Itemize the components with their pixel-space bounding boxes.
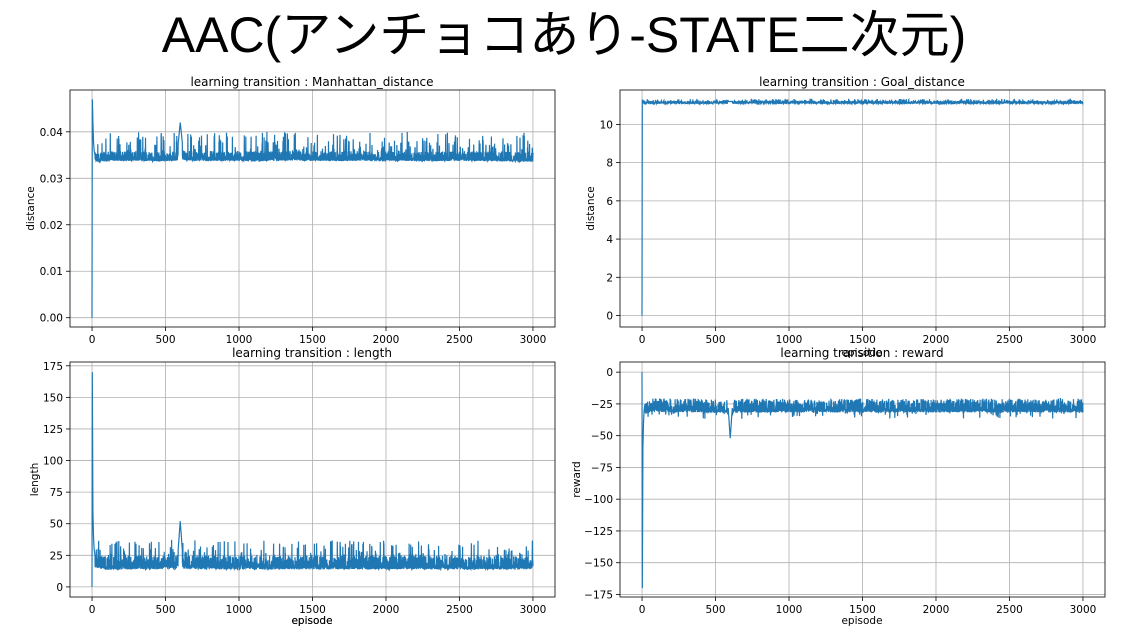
xlabel-length: episode <box>291 615 332 627</box>
ytick-label-goal-0: 0 <box>606 311 613 323</box>
xlabel-goal: episode <box>841 347 882 359</box>
chart-manhattan: learning transition : Manhattan_distance… <box>25 75 556 627</box>
ytick-label-manhattan-1: 0.01 <box>40 266 63 278</box>
ytick-label-length-4: 100 <box>43 456 63 468</box>
ytick-label-manhattan-2: 0.02 <box>40 220 63 232</box>
xtick-label-goal-6: 3000 <box>1070 334 1097 346</box>
series-line-manhattan <box>91 99 534 318</box>
ytick-label-goal-3: 6 <box>606 196 613 208</box>
xtick-label-manhattan-6: 3000 <box>520 334 547 346</box>
xtick-label-length-2: 1000 <box>226 604 253 616</box>
ytick-label-manhattan-0: 0.00 <box>40 313 63 325</box>
ytick-label-length-6: 150 <box>43 392 63 404</box>
xtick-label-goal-4: 2000 <box>923 334 950 346</box>
xtick-label-length-5: 2500 <box>446 604 473 616</box>
slide-title: AAC(アンチョコあり-STATE二次元) <box>161 7 967 63</box>
ytick-label-reward-3: −75 <box>591 462 613 474</box>
xlabel-reward: episode <box>841 615 882 627</box>
xtick-label-goal-5: 2500 <box>996 334 1023 346</box>
xtick-label-length-4: 2000 <box>373 604 400 616</box>
xtick-label-goal-1: 500 <box>706 334 726 346</box>
ytick-label-length-1: 25 <box>50 550 63 562</box>
xtick-label-goal-3: 1500 <box>849 334 876 346</box>
ytick-label-length-5: 125 <box>43 424 63 436</box>
xtick-label-manhattan-0: 0 <box>89 334 96 346</box>
xtick-label-goal-0: 0 <box>639 334 646 346</box>
ytick-label-reward-6: −150 <box>584 558 613 570</box>
ytick-label-goal-2: 4 <box>606 234 613 246</box>
ytick-label-length-3: 75 <box>50 487 63 499</box>
chart-length: 0 500 1000 1500 2000 2500 3000 0 25 50 75 100 125 150… <box>29 361 556 627</box>
ytick-label-manhattan-4: 0.04 <box>40 127 64 139</box>
ytick-label-reward-5: −125 <box>584 526 613 538</box>
xtick-label-reward-6: 3000 <box>1070 604 1097 616</box>
xtick-label-manhattan-5: 2500 <box>446 334 473 346</box>
xtick-label-length-6: 3000 <box>520 604 547 616</box>
xlabel-manhattan: episode <box>291 615 332 627</box>
ytick-label-reward-0: 0 <box>606 367 613 379</box>
series-line-goal <box>641 97 1084 316</box>
ylabel-manhattan: distance <box>25 186 37 231</box>
xtick-label-reward-1: 500 <box>706 604 726 616</box>
xtick-label-reward-2: 1000 <box>776 604 803 616</box>
ytick-label-length-0: 0 <box>56 582 63 594</box>
ytick-label-goal-5: 10 <box>600 119 613 131</box>
ytick-label-length-7: 175 <box>43 361 63 373</box>
ytick-label-length-2: 50 <box>50 519 63 531</box>
ytick-label-goal-4: 8 <box>606 158 613 170</box>
series-line-reward <box>641 372 1084 589</box>
chart-reward: 0 500 1000 1500 2000 2500 3000 0 −25 −50 −75 −100 −1… <box>571 361 1106 627</box>
xtick-label-reward-5: 2500 <box>996 604 1023 616</box>
xtick-label-manhattan-3: 1500 <box>299 334 326 346</box>
ytick-label-manhattan-3: 0.03 <box>40 173 63 185</box>
chart-goal: learning transition : Goal_distance 0 500… <box>585 75 1106 359</box>
chart-title-length: learning transition : length <box>232 346 392 360</box>
xtick-label-manhattan-1: 500 <box>156 334 176 346</box>
chart-title-manhattan: learning transition : Manhattan_distance <box>190 75 433 89</box>
xtick-label-reward-0: 0 <box>639 604 646 616</box>
xtick-label-manhattan-4: 2000 <box>373 334 400 346</box>
xtick-label-manhattan-2: 1000 <box>226 334 253 346</box>
xtick-label-length-1: 500 <box>156 604 176 616</box>
xtick-label-goal-2: 1000 <box>776 334 803 346</box>
ylabel-length: length <box>29 463 41 496</box>
xtick-label-reward-3: 1500 <box>849 604 876 616</box>
chart-title-reward: learning transition : reward <box>780 346 943 360</box>
xtick-label-reward-4: 2000 <box>923 604 950 616</box>
series-line-length <box>91 372 534 587</box>
chart-title-goal: learning transition : Goal_distance <box>759 75 965 89</box>
ytick-label-reward-7: −175 <box>584 589 613 601</box>
ylabel-goal: distance <box>585 186 597 231</box>
ylabel-reward: reward <box>571 461 583 497</box>
ytick-label-reward-4: −100 <box>584 494 613 506</box>
ytick-label-reward-1: −25 <box>591 399 613 411</box>
ytick-label-reward-2: −50 <box>591 431 613 443</box>
ytick-label-goal-1: 2 <box>606 272 613 284</box>
xtick-label-length-0: 0 <box>89 604 96 616</box>
xtick-label-length-3: 1500 <box>299 604 326 616</box>
